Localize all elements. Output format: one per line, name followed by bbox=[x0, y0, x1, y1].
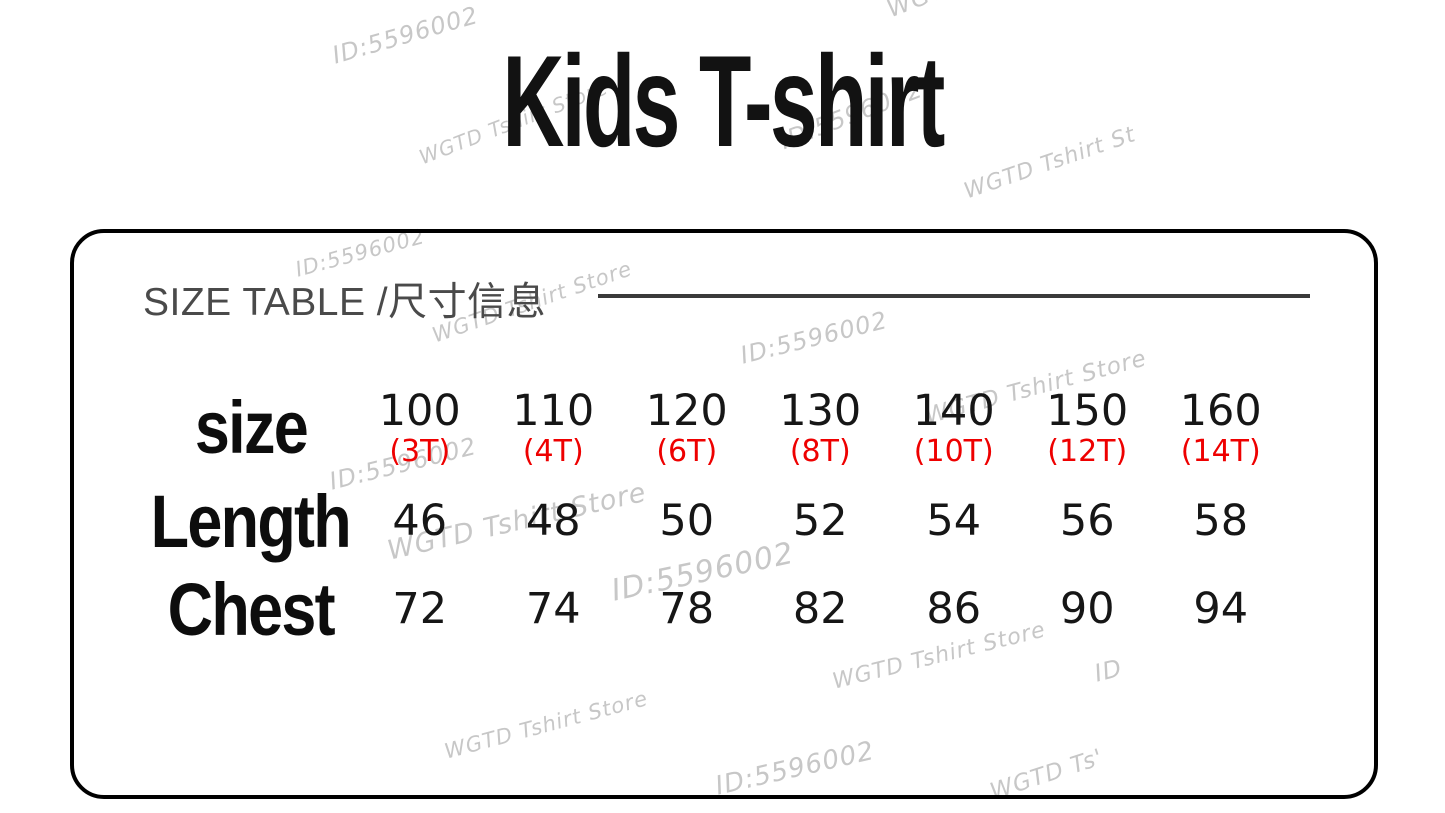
size-col-130: 130 (8T) bbox=[754, 378, 888, 478]
row-label-length-text: Length bbox=[150, 480, 352, 563]
row-label-size-text: size bbox=[194, 386, 308, 469]
length-value: 48 bbox=[525, 496, 581, 547]
size-value: 100 bbox=[378, 385, 461, 436]
chest-value: 78 bbox=[659, 584, 715, 635]
size-table-panel bbox=[70, 229, 1378, 799]
size-value: 140 bbox=[912, 385, 995, 436]
chest-value: 74 bbox=[525, 584, 581, 635]
size-col-140: 140 (10T) bbox=[887, 378, 1021, 478]
page-title-text: Kids T-shirt bbox=[502, 28, 945, 174]
toddler-size-value: (6T) bbox=[656, 433, 718, 469]
size-table: size 100 (3T) 110 (4T) 120 (6T) 130 (8T)… bbox=[148, 378, 1288, 654]
toddler-size-value: (8T) bbox=[789, 433, 851, 469]
length-value: 56 bbox=[1059, 496, 1115, 547]
page-title: Kids T-shirt bbox=[0, 36, 1445, 166]
size-table-heading: SIZE TABLE /尺寸信息 bbox=[143, 281, 547, 324]
length-value: 50 bbox=[659, 496, 715, 547]
toddler-size-value: (4T) bbox=[522, 433, 584, 469]
chest-value: 90 bbox=[1059, 584, 1115, 635]
chest-value: 94 bbox=[1193, 584, 1249, 635]
watermark-store: WGTD Ts bbox=[883, 0, 1000, 23]
length-value: 52 bbox=[792, 496, 848, 547]
row-label-chest: Chest bbox=[148, 566, 353, 654]
toddler-size-value: (3T) bbox=[389, 433, 451, 469]
size-col-150: 150 (12T) bbox=[1021, 378, 1155, 478]
size-value: 130 bbox=[779, 385, 862, 436]
length-value: 58 bbox=[1193, 496, 1249, 547]
size-value: 120 bbox=[645, 385, 728, 436]
toddler-size-value: (12T) bbox=[1047, 433, 1128, 469]
toddler-size-value: (10T) bbox=[913, 433, 994, 469]
size-col-100: 100 (3T) bbox=[353, 378, 487, 478]
size-value: 110 bbox=[512, 385, 595, 436]
chest-value: 86 bbox=[926, 584, 982, 635]
size-col-160: 160 (14T) bbox=[1154, 378, 1288, 478]
length-value: 54 bbox=[926, 496, 982, 547]
row-label-size: size bbox=[148, 378, 353, 478]
chest-value: 72 bbox=[392, 584, 448, 635]
size-value: 160 bbox=[1179, 385, 1262, 436]
size-col-110: 110 (4T) bbox=[487, 378, 621, 478]
length-value: 46 bbox=[392, 496, 448, 547]
size-col-120: 120 (6T) bbox=[620, 378, 754, 478]
toddler-size-value: (14T) bbox=[1180, 433, 1261, 469]
row-label-length: Length bbox=[148, 478, 353, 566]
size-value: 150 bbox=[1046, 385, 1129, 436]
chest-value: 82 bbox=[792, 584, 848, 635]
row-label-chest-text: Chest bbox=[167, 568, 335, 651]
heading-rule bbox=[598, 294, 1310, 298]
